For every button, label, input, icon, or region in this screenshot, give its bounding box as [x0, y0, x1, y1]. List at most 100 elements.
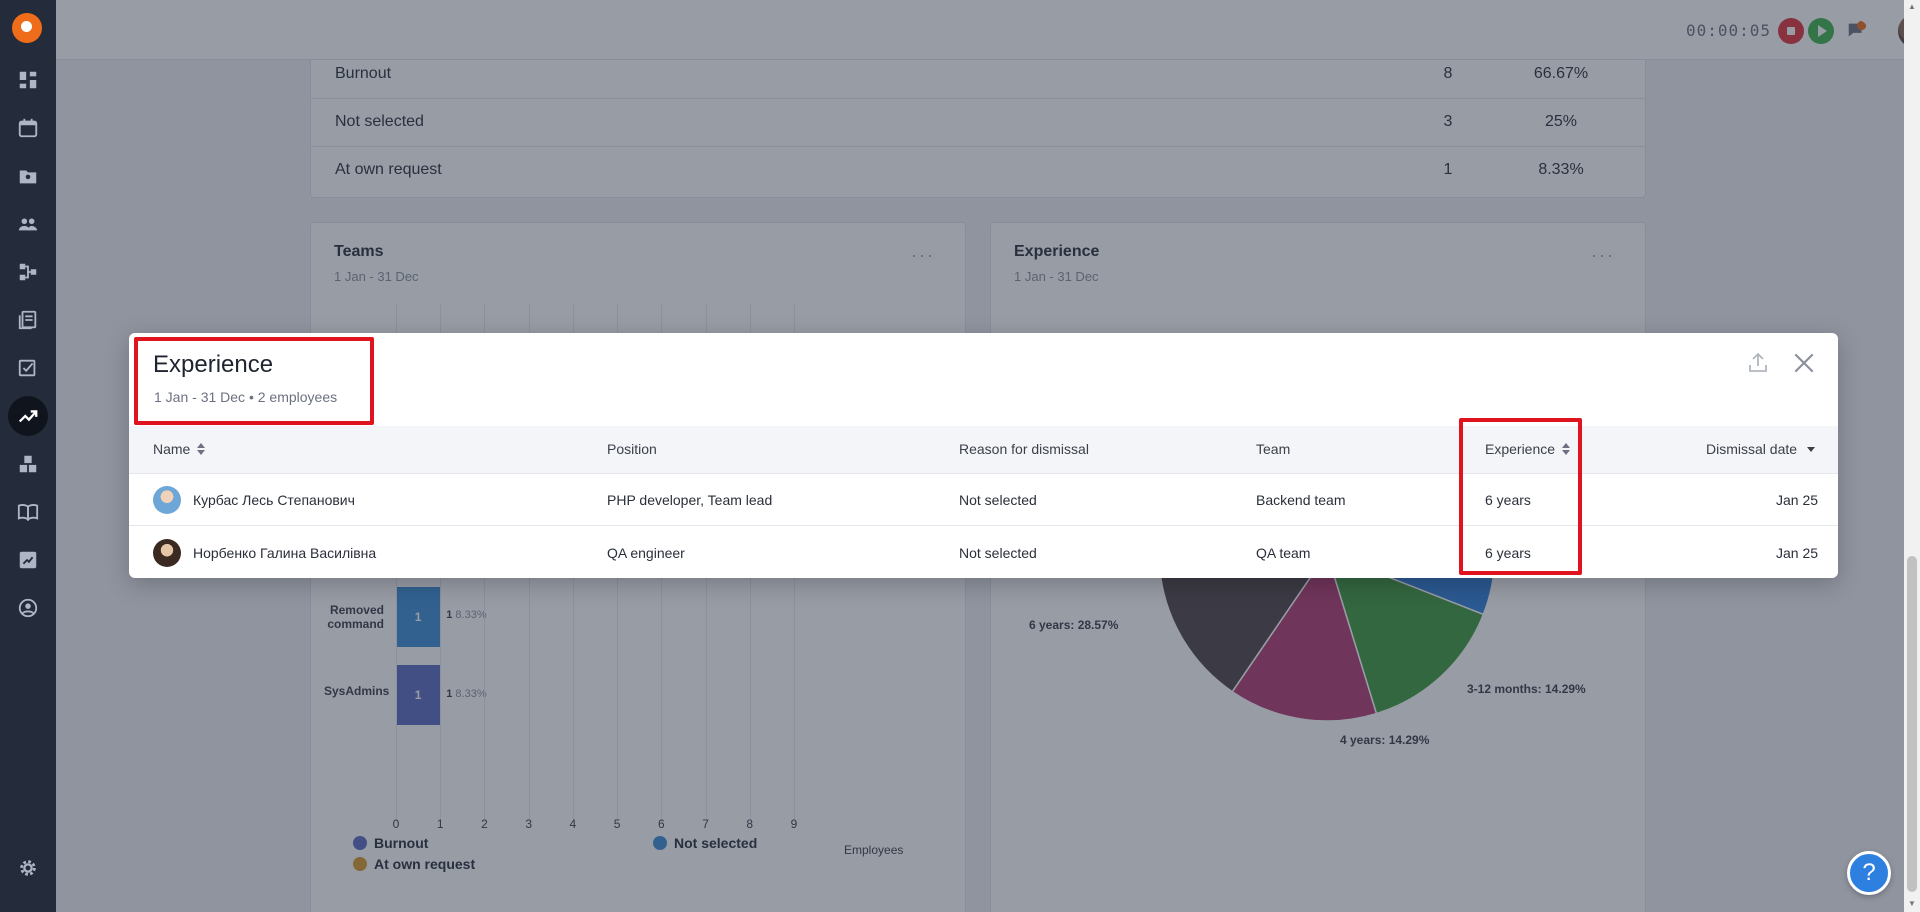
- pie-slice-label: 6 years: 28.57%: [1029, 618, 1119, 632]
- x-tick-label: 7: [702, 817, 709, 831]
- sort-desc-icon[interactable]: [1807, 446, 1816, 452]
- x-tick-label: 5: [613, 817, 621, 831]
- reports-icon[interactable]: [8, 396, 48, 436]
- card-title: Teams: [334, 243, 384, 260]
- chat-icon[interactable]: [1846, 20, 1868, 42]
- people-icon[interactable]: [8, 204, 48, 244]
- sidebar: [0, 0, 56, 912]
- column-label: Team: [1256, 441, 1291, 457]
- bar-category-label: SysAdmins: [324, 684, 390, 698]
- table-row: At own request 1 8.33%: [311, 147, 1645, 195]
- more-menu-icon[interactable]: ···: [911, 245, 935, 265]
- dashboard-icon[interactable]: [8, 60, 48, 100]
- legend-item[interactable]: Not selected: [653, 835, 757, 851]
- modal-title: Experience: [153, 351, 274, 378]
- column-header-position: Position: [607, 441, 657, 457]
- pie-slice-label: 4 years: 14.29%: [1340, 733, 1430, 747]
- employee-position: QA engineer: [607, 545, 685, 561]
- dismissal-date: Jan 25: [1776, 492, 1819, 508]
- pie-slice[interactable]: [1325, 551, 1485, 715]
- settings-gear-icon[interactable]: [8, 848, 48, 888]
- card-period: 1 Jan - 31 Dec: [1014, 269, 1099, 284]
- sort-icon[interactable]: [1562, 443, 1571, 455]
- column-header-dismissal-date[interactable]: Dismissal date: [1706, 441, 1816, 457]
- close-icon[interactable]: [1791, 350, 1817, 376]
- bar-total: 1: [446, 688, 453, 700]
- dismissal-reason: Not selected: [959, 492, 1037, 508]
- pie-slice[interactable]: [1231, 551, 1378, 722]
- bar-percent: 8.33%: [455, 688, 487, 700]
- employee-name[interactable]: Курбас Лесь Степанович: [193, 492, 355, 508]
- bar-value-label: 1: [414, 610, 422, 624]
- legend-label: At own request: [374, 856, 476, 872]
- column-label: Position: [607, 441, 657, 457]
- sort-icon[interactable]: [197, 443, 206, 455]
- x-axis-title: Employees: [844, 843, 904, 857]
- bar-percent: 8.33%: [455, 609, 487, 621]
- start-timer-button[interactable]: [1808, 18, 1834, 44]
- reason-percent: 66.67%: [1533, 65, 1589, 82]
- x-tick-label: 1: [436, 817, 444, 831]
- card-title: Experience: [1014, 243, 1100, 260]
- table-row[interactable]: Курбас Лесь Степанович PHP developer, Te…: [129, 474, 1838, 526]
- reason-count: 1: [1443, 161, 1453, 178]
- bar-category-label: Removed command: [327, 603, 384, 631]
- bar-value-label: 1: [414, 688, 422, 702]
- knowledge-base-icon[interactable]: [8, 492, 48, 532]
- profile-icon[interactable]: [8, 588, 48, 628]
- scroll-down-arrow[interactable]: ▼: [1908, 899, 1916, 908]
- bar-annotation: 1 8.33%: [446, 609, 486, 621]
- legend-item[interactable]: At own request: [353, 856, 475, 872]
- x-tick-label: 8: [746, 817, 754, 831]
- dismissal-reason-table: Burnout 8 66.67% Not selected 3 25% At o…: [310, 60, 1646, 198]
- reason-count: 3: [1443, 113, 1453, 130]
- bar-annotation: 1 8.33%: [446, 688, 486, 700]
- employee-name[interactable]: Норбенко Галина Василівна: [193, 545, 377, 561]
- help-button[interactable]: ?: [1847, 851, 1891, 895]
- employee-avatar: [153, 486, 181, 514]
- column-label: Dismissal date: [1706, 441, 1798, 457]
- x-tick-label: 0: [392, 817, 400, 831]
- employee-position: PHP developer, Team lead: [607, 492, 773, 508]
- page-scrollbar[interactable]: ▲ ▼: [1904, 0, 1920, 912]
- table-row[interactable]: Норбенко Галина Василівна QA engineer No…: [129, 527, 1838, 578]
- org-structure-icon[interactable]: [8, 252, 48, 292]
- column-label: Experience: [1485, 441, 1556, 457]
- analytics-icon[interactable]: [8, 540, 48, 580]
- calendar-icon[interactable]: [8, 108, 48, 148]
- table-header: Name Position Reason for dismissal Team …: [129, 426, 1838, 474]
- scroll-thumb[interactable]: [1907, 556, 1917, 892]
- employee-team: QA team: [1256, 545, 1311, 561]
- x-tick-label: 6: [657, 817, 665, 831]
- employee-team: Backend team: [1256, 492, 1346, 508]
- legend-swatch: [353, 857, 367, 871]
- employee-experience: 6 years: [1485, 545, 1531, 561]
- export-icon[interactable]: [1746, 351, 1770, 375]
- column-header-reason: Reason for dismissal: [959, 441, 1089, 457]
- stop-timer-button[interactable]: [1778, 18, 1804, 44]
- legend-item[interactable]: Burnout: [353, 835, 428, 851]
- scroll-up-arrow[interactable]: ▲: [1908, 2, 1916, 11]
- app-logo[interactable]: [12, 13, 42, 43]
- column-header-experience[interactable]: Experience: [1485, 441, 1571, 457]
- x-tick-label: 2: [481, 817, 488, 831]
- dismissal-reason: Not selected: [959, 545, 1037, 561]
- experience-details-modal: Experience 1 Jan - 31 Dec • 2 employees …: [129, 333, 1838, 578]
- table-row: Not selected 3 25%: [311, 99, 1645, 147]
- dismissal-date: Jan 25: [1776, 545, 1819, 561]
- legend-label: Burnout: [374, 835, 429, 851]
- column-label: Name: [153, 441, 191, 457]
- reason-percent: 25%: [1544, 113, 1578, 130]
- documents-icon[interactable]: [8, 300, 48, 340]
- employee-folder-icon[interactable]: [8, 156, 48, 196]
- x-tick-label: 4: [569, 817, 577, 831]
- inventory-icon[interactable]: [8, 444, 48, 484]
- column-label: Reason for dismissal: [959, 441, 1089, 457]
- tasks-icon[interactable]: [8, 348, 48, 388]
- reason-name: Burnout: [335, 65, 392, 82]
- column-header-name[interactable]: Name: [153, 441, 206, 457]
- reason-name: At own request: [335, 161, 442, 178]
- legend-swatch: [653, 836, 667, 850]
- reason-percent: 8.33%: [1538, 161, 1584, 178]
- more-menu-icon[interactable]: ···: [1591, 245, 1615, 265]
